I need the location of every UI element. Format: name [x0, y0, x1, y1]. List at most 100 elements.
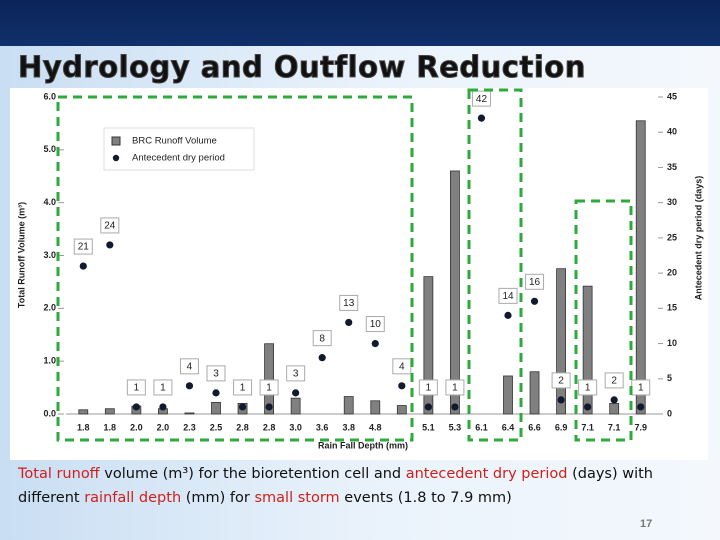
y-tick-label: 3.0: [43, 250, 56, 260]
data-label: 1: [160, 383, 166, 394]
data-label-box: [339, 294, 359, 311]
y2-tick-label: 25: [667, 232, 677, 242]
data-label-box: [551, 372, 571, 389]
data-label-box: [100, 217, 120, 234]
dot: [398, 382, 406, 390]
legend-box: [103, 127, 255, 171]
y-tick-label: 0.0: [43, 408, 56, 418]
bar: [290, 397, 301, 415]
dot: [477, 114, 486, 122]
dot: [132, 403, 140, 411]
caption-text: (mm) for: [181, 490, 255, 506]
data-label-box: [286, 365, 306, 382]
slide-title: Hydrology and Outflow Reduction: [18, 50, 586, 85]
data-label: 21: [78, 242, 90, 253]
page-number: 17: [640, 518, 653, 530]
y-tick-label: 4.0: [43, 197, 56, 207]
y2-tick-label: 40: [667, 127, 677, 137]
x-tick-label: 3.6: [316, 422, 329, 432]
data-label: 1: [426, 383, 432, 394]
bar: [423, 276, 434, 415]
bar: [529, 371, 540, 415]
data-label-box: [179, 358, 199, 375]
data-label: 3: [213, 369, 219, 380]
bar: [635, 120, 646, 415]
dot: [212, 389, 220, 397]
data-label: 1: [266, 383, 272, 394]
dot: [424, 403, 432, 411]
x-tick-label: 7.9: [634, 422, 647, 432]
highlight-box: [467, 88, 523, 442]
x-tick-label: 6.9: [555, 422, 568, 432]
data-label-box: [73, 238, 93, 255]
bar: [264, 343, 274, 415]
dot: [265, 403, 273, 411]
dot: [557, 396, 565, 404]
dot: [292, 389, 300, 397]
x-tick-label: 1.8: [104, 422, 117, 432]
y2-tick-label: 30: [667, 197, 677, 207]
dot: [345, 318, 353, 327]
x-tick-label: 5.3: [449, 422, 462, 432]
x-tick-label: 2.3: [183, 422, 196, 432]
bar: [343, 396, 354, 415]
y-tick-label: 1.0: [43, 356, 56, 366]
bar: [503, 375, 513, 415]
x-tick-label: 2.0: [157, 422, 170, 432]
caption-text: rainfall depth: [84, 490, 182, 506]
bar: [609, 403, 620, 415]
x-tick-label: 1.8: [77, 422, 90, 432]
x-axis-label: Rain Fall Depth (mm): [318, 440, 408, 450]
y-tick-label: 6.0: [43, 91, 56, 101]
x-tick-label: 5.1: [422, 422, 435, 432]
data-label: 4: [399, 361, 405, 372]
caption-text: antecedent dry period: [405, 466, 568, 482]
x-tick-label: 7.1: [581, 422, 594, 432]
top-bar: [0, 0, 720, 46]
data-label: 3: [293, 369, 299, 380]
data-label: 2: [558, 376, 564, 387]
caption-text: (days) with different: [18, 466, 653, 506]
x-tick-label: 4.8: [369, 422, 382, 432]
legend-swatch: [111, 136, 121, 146]
highlight-box: [574, 199, 633, 442]
dot: [238, 403, 247, 411]
legend-label: BRC Runoff Volume: [132, 136, 217, 147]
data-label: 42: [476, 94, 488, 105]
dot: [106, 241, 114, 249]
bar: [556, 268, 566, 415]
bar: [450, 170, 460, 415]
highlight-box: [56, 95, 414, 442]
dot: [530, 297, 539, 305]
dot: [504, 311, 512, 319]
dot: [451, 403, 459, 411]
caption-text: volume (m³) for the bioretention cell an…: [99, 466, 406, 482]
data-label: 13: [343, 298, 355, 309]
data-label-box: [153, 379, 173, 396]
data-label-box: [471, 90, 491, 107]
data-label-box: [312, 330, 332, 347]
caption: Total runoff volume (m³) for the biorete…: [18, 462, 708, 510]
x-tick-label: 6.6: [528, 422, 541, 432]
x-tick-label: 2.5: [210, 422, 223, 432]
y-tick-label: 5.0: [43, 144, 56, 154]
dot: [584, 403, 592, 411]
data-label-box: [498, 287, 518, 304]
data-label-box: [418, 379, 438, 396]
caption-text: Total runoff: [18, 466, 100, 482]
data-label: 1: [452, 383, 458, 394]
data-label: 1: [638, 383, 644, 394]
bar: [184, 412, 195, 415]
data-label: 8: [319, 333, 325, 344]
y2-tick-label: 45: [667, 91, 677, 101]
y2-tick-label: 0: [667, 408, 672, 418]
x-tick-label: 2.0: [130, 422, 143, 432]
x-tick-label: 2.8: [263, 422, 276, 432]
dot: [637, 403, 645, 411]
bar: [104, 408, 115, 415]
dot: [318, 354, 326, 362]
data-label-box: [259, 379, 279, 396]
data-label: 16: [529, 277, 541, 288]
